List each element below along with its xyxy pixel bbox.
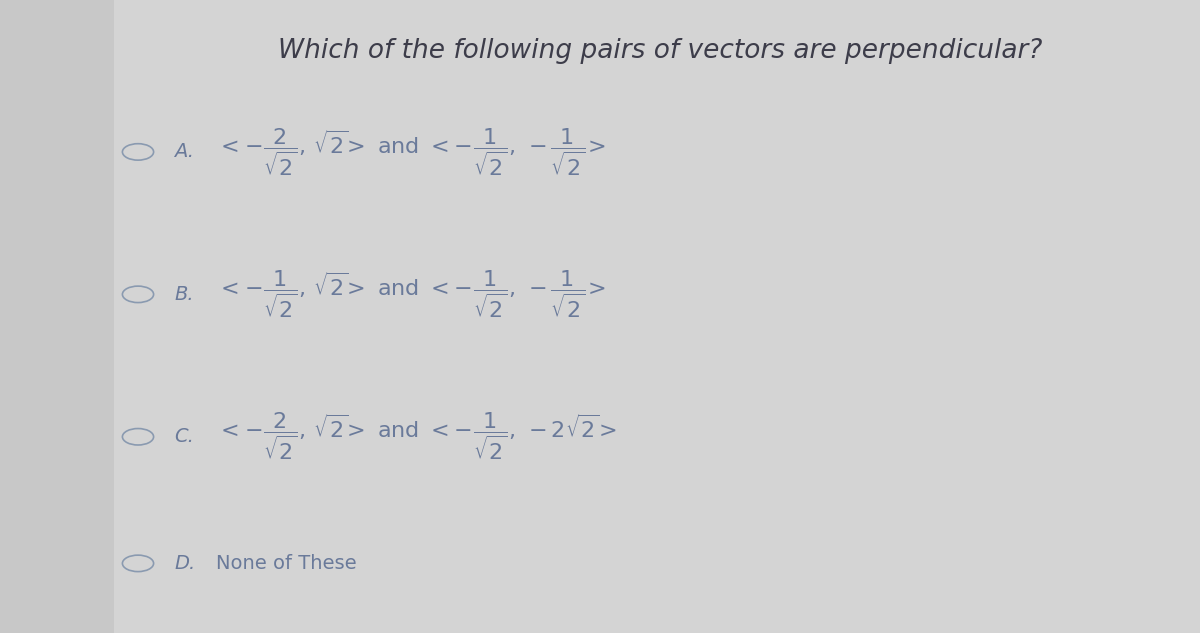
Text: A.: A. (174, 142, 194, 161)
Text: D.: D. (174, 554, 196, 573)
Text: B.: B. (174, 285, 193, 304)
Text: $<\!-\!\dfrac{2}{\sqrt{2}},\,\sqrt{2}\!>$ and $<\!-\!\dfrac{1}{\sqrt{2}},\,-2\sq: $<\!-\!\dfrac{2}{\sqrt{2}},\,\sqrt{2}\!>… (216, 411, 617, 463)
Text: None of These: None of These (216, 554, 356, 573)
Text: C.: C. (174, 427, 194, 446)
Text: $<\!-\!\dfrac{2}{\sqrt{2}},\,\sqrt{2}\!>$ and $<\!-\!\dfrac{1}{\sqrt{2}},\,-\dfr: $<\!-\!\dfrac{2}{\sqrt{2}},\,\sqrt{2}\!>… (216, 126, 605, 178)
Text: Which of the following pairs of vectors are perpendicular?: Which of the following pairs of vectors … (278, 38, 1042, 64)
FancyBboxPatch shape (114, 0, 1200, 633)
Text: $<\!-\!\dfrac{1}{\sqrt{2}},\,\sqrt{2}\!>$ and $<\!-\!\dfrac{1}{\sqrt{2}},\,-\dfr: $<\!-\!\dfrac{1}{\sqrt{2}},\,\sqrt{2}\!>… (216, 268, 605, 320)
